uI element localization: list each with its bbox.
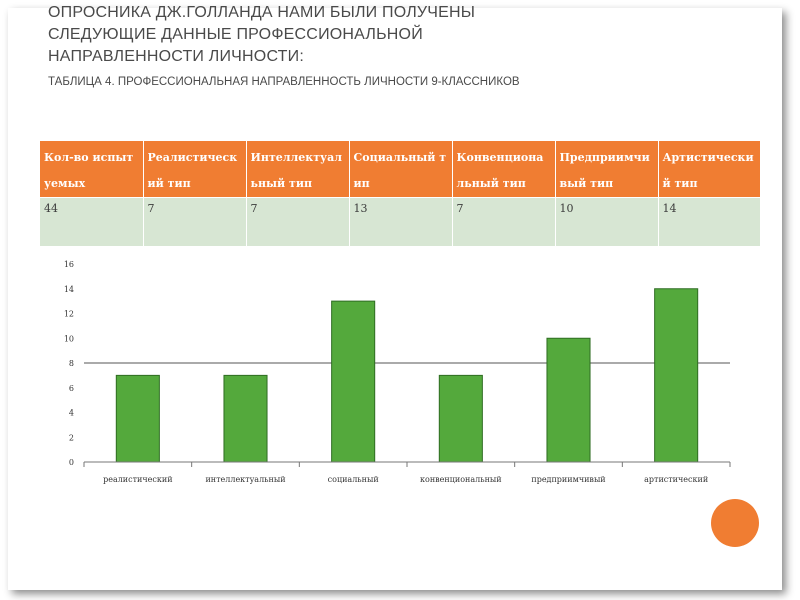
- header-cell-subjects: Кол-во испытуемых: [40, 141, 144, 198]
- bar-5: [546, 337, 591, 463]
- y-tick-label: 8: [69, 359, 74, 368]
- x-tick-label: реалистический: [103, 475, 172, 484]
- y-tick-label: 10: [64, 334, 74, 343]
- heading-line-2: СЛЕДУЮЩИЕ ДАННЫЕ ПРОФЕССИОНАЛЬНОЙ: [48, 26, 423, 43]
- x-tick-label: предприимчивый: [531, 475, 605, 484]
- cell-subjects: 44: [40, 197, 144, 246]
- decorative-circle: [711, 499, 759, 547]
- y-tick-label: 4: [69, 409, 74, 418]
- cell-social: 13: [349, 197, 453, 246]
- header-cell-intellectual: Интеллектуальный тип: [246, 141, 350, 198]
- slide-frame: [8, 8, 782, 590]
- bar-3: [331, 300, 376, 463]
- y-tick-label: 12: [64, 310, 74, 319]
- table-header-row: Кол-во испытуемых Реалистический тип Инт…: [40, 141, 761, 198]
- slide-heading: ОПРОСНИКА ДЖ.ГОЛЛАНДА НАМИ БЫЛИ ПОЛУЧЕНЫ…: [48, 2, 768, 90]
- heading-line-3: НАПРАВЛЕННОСТИ ЛИЧНОСТИ:: [48, 48, 304, 65]
- y-tick-label: 14: [64, 285, 74, 294]
- table-caption: ТАБЛИЦА 4. ПРОФЕССИОНАЛЬНАЯ НАПРАВЛЕННОС…: [48, 76, 520, 88]
- header-cell-artistic: Артистический тип: [658, 141, 761, 198]
- results-table: Кол-во испытуемых Реалистический тип Инт…: [40, 141, 761, 246]
- cell-artistic: 14: [658, 197, 761, 246]
- cell-enterprising: 10: [555, 197, 659, 246]
- table-row: 44 7 7 13 7 10 14: [40, 197, 761, 246]
- bar-1: [115, 374, 160, 463]
- x-tick-label: интеллектуальный: [205, 475, 285, 484]
- header-cell-conventional: Конвенциональный тип: [452, 141, 556, 198]
- bar-4: [438, 374, 483, 463]
- header-cell-social: Социальный тип: [349, 141, 453, 198]
- bar-6: [654, 288, 699, 463]
- cell-conventional: 7: [452, 197, 556, 246]
- x-tick-label: конвенциональный: [420, 475, 502, 484]
- y-tick-label: 6: [69, 384, 74, 393]
- heading-line-1: ОПРОСНИКА ДЖ.ГОЛЛАНДА НАМИ БЫЛИ ПОЛУЧЕНЫ: [48, 4, 476, 21]
- header-cell-realistic: Реалистический тип: [143, 141, 247, 198]
- y-tick-label: 16: [64, 260, 74, 269]
- cell-intellectual: 7: [246, 197, 350, 246]
- header-cell-enterprising: Предприимчивый тип: [555, 141, 659, 198]
- bar-2: [223, 374, 268, 463]
- cell-realistic: 7: [143, 197, 247, 246]
- x-tick-label: социальный: [328, 475, 379, 484]
- y-tick-label: 2: [69, 433, 74, 442]
- x-tick-label: артистический: [644, 475, 708, 484]
- y-tick-label: 0: [69, 458, 74, 467]
